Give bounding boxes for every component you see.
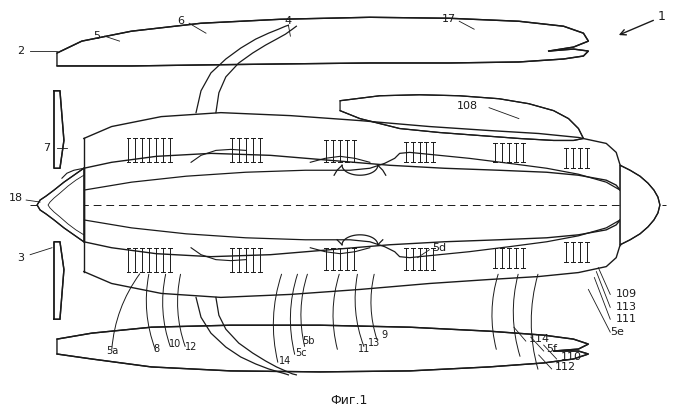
Text: 112: 112 <box>554 362 576 372</box>
Text: 2: 2 <box>17 46 24 56</box>
Text: 17: 17 <box>442 14 456 24</box>
Polygon shape <box>57 17 589 66</box>
Text: 10: 10 <box>169 339 182 349</box>
Text: 14: 14 <box>278 356 291 366</box>
Polygon shape <box>340 95 584 140</box>
Polygon shape <box>54 242 64 319</box>
Text: 108: 108 <box>456 101 478 111</box>
Text: 5d: 5d <box>433 243 447 253</box>
Text: 111: 111 <box>617 314 637 324</box>
Text: 1: 1 <box>658 10 666 23</box>
Text: Фиг.1: Фиг.1 <box>331 394 368 407</box>
Text: 8: 8 <box>153 344 159 354</box>
Text: 4: 4 <box>285 16 292 26</box>
Text: 6: 6 <box>178 16 185 26</box>
Text: 110: 110 <box>561 352 582 362</box>
Text: 13: 13 <box>368 338 380 348</box>
Polygon shape <box>54 91 64 168</box>
Text: 7: 7 <box>43 144 50 154</box>
Text: 5b: 5b <box>303 336 315 346</box>
Polygon shape <box>620 165 660 245</box>
Text: 3: 3 <box>17 253 24 263</box>
Text: 5f: 5f <box>547 344 558 354</box>
Text: 5e: 5e <box>610 327 624 337</box>
Text: 5a: 5a <box>107 346 119 356</box>
Text: 9: 9 <box>382 330 388 340</box>
Text: 12: 12 <box>185 342 198 352</box>
Text: 114: 114 <box>528 334 550 344</box>
Polygon shape <box>37 168 84 242</box>
Text: 5: 5 <box>93 31 100 41</box>
Text: 18: 18 <box>9 193 23 203</box>
Text: 113: 113 <box>617 302 637 312</box>
Text: 11: 11 <box>358 344 370 354</box>
Polygon shape <box>57 325 589 372</box>
Text: 5c: 5c <box>296 348 307 358</box>
Text: 109: 109 <box>617 289 637 299</box>
